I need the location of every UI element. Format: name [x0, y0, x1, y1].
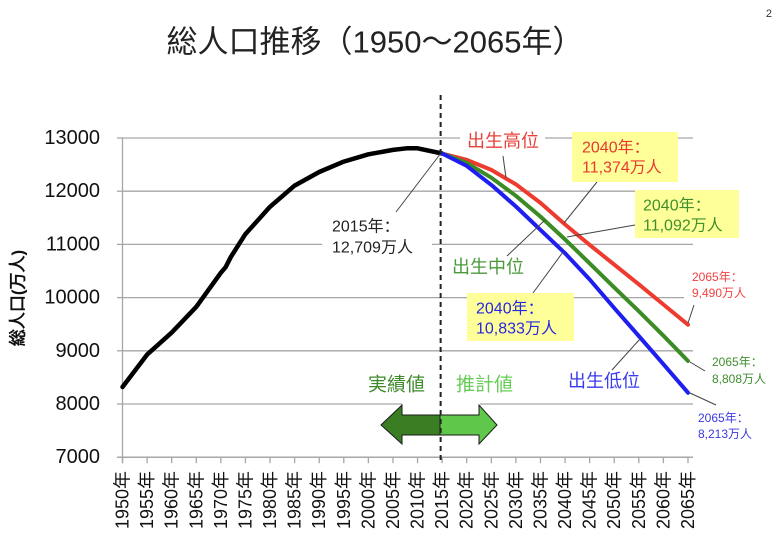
- high-variant-label: 出生高位: [467, 131, 539, 151]
- x-tick-label: 1995年: [334, 471, 354, 529]
- x-tick-label: 2015年: [432, 471, 452, 529]
- leader-low-2065: [689, 392, 717, 406]
- label-background: [684, 268, 750, 301]
- medium-variant-label: 出生中位: [452, 257, 524, 277]
- leader-medium-2065: [689, 361, 706, 372]
- y-tick-labels: 7000 8000 9000 10000 11000 12000 13000: [44, 127, 100, 468]
- leader-medium-2040: [566, 224, 636, 238]
- x-tick-label: 1975年: [235, 471, 255, 529]
- y-tick-label: 7000: [56, 446, 101, 468]
- series-line-low: [440, 151, 690, 395]
- callout-low-2040: 2040年： 10,833万人: [467, 293, 574, 341]
- leader-high-2065: [687, 304, 695, 324]
- end-label-line: 9,490万人: [692, 286, 746, 300]
- leader-medium-label: [506, 219, 546, 257]
- x-tick-labels: 1950年 1955年 1960年 1965年 1970年 1975年 1980年 1985年…: [113, 471, 699, 529]
- callout-line: 2040年：: [582, 139, 650, 157]
- x-tick-label: 1985年: [285, 471, 305, 529]
- x-tick-label: 2065年: [678, 471, 698, 529]
- y-tick-label: 12000: [44, 180, 100, 202]
- x-tick-label: 2000年: [358, 471, 378, 529]
- projection-arrow-right: [439, 403, 498, 446]
- leader-low-label: [611, 338, 641, 371]
- series-line-medium: [440, 151, 690, 363]
- x-tick-label: 2025年: [481, 471, 501, 529]
- projection-region-label: 推計値: [456, 374, 513, 396]
- axes: [117, 137, 693, 464]
- period-arrow: [380, 403, 498, 446]
- y-tick-label: 8000: [56, 393, 101, 415]
- actual-region-label: 実績値: [368, 374, 425, 396]
- page-number: 2: [766, 8, 772, 20]
- end-label-line: 8,213万人: [698, 427, 752, 441]
- actual-arrow-left: [380, 403, 441, 446]
- series-line-actual: [120, 145, 445, 390]
- x-tick-label: 2050年: [604, 471, 624, 529]
- end-label-line: 8,808万人: [712, 372, 766, 386]
- label-background: [460, 130, 545, 152]
- x-tick-label: 2020年: [457, 471, 477, 529]
- x-tick-label: 2035年: [530, 471, 550, 529]
- callout-line: 2040年：: [643, 197, 711, 215]
- callout-high-2040: 2040年： 11,374万人: [572, 132, 678, 182]
- leader-lines: [395, 152, 717, 406]
- leader-high-label: [502, 155, 507, 179]
- y-tick-label: 10000: [44, 287, 100, 309]
- x-tick-label: 1980年: [260, 471, 280, 529]
- chart-title: 総人口推移（1950～2065年）: [167, 25, 584, 60]
- y-tick-label: 11000: [46, 233, 100, 255]
- callout-medium-2040: 2040年： 11,092万人: [635, 190, 739, 238]
- annotation-line: 12,709万人: [332, 239, 413, 257]
- x-tick-label: 2040年: [555, 471, 575, 529]
- x-tick-label: 2030年: [506, 471, 526, 529]
- leader-high-2040: [563, 181, 598, 224]
- annotation-line: 2015年：: [332, 218, 400, 236]
- y-tick-label: 9000: [56, 340, 101, 362]
- x-tick-label: 1970年: [211, 471, 231, 529]
- end-label-low-2065: 2065年： 8,213万人: [698, 411, 752, 441]
- end-label-line: 2065年：: [692, 270, 743, 284]
- annotation-2015: 2015年： 12,709万人: [332, 218, 413, 257]
- callout-box: [635, 190, 739, 238]
- end-label-high-2065: 2065年： 9,490万人: [692, 270, 746, 300]
- label-background: [322, 214, 432, 258]
- x-tick-label: 1965年: [186, 471, 206, 529]
- x-tick-label: 2045年: [580, 471, 600, 529]
- x-tick-label: 2060年: [653, 471, 673, 529]
- x-tick-label: 2055年: [629, 471, 649, 529]
- y-axis-title: 総人口(万人): [8, 250, 28, 346]
- series-line-high: [440, 151, 690, 327]
- leader-low-2040: [532, 251, 564, 294]
- x-tick-label: 2005年: [383, 471, 403, 529]
- callout-line: 11,092万人: [643, 217, 723, 235]
- end-label-line: 2065年：: [712, 355, 763, 369]
- x-tick-label: 1955年: [137, 471, 157, 529]
- x-tick-label: 2010年: [408, 471, 428, 529]
- x-tick-label: 1990年: [309, 471, 329, 529]
- callout-line: 10,833万人: [476, 320, 557, 338]
- y-tick-label: 13000: [44, 127, 100, 149]
- end-label-medium-2065: 2065年： 8,808万人: [712, 355, 766, 386]
- low-variant-label: 出生低位: [568, 371, 640, 391]
- leader-2015: [395, 152, 442, 213]
- callout-box: [572, 132, 678, 182]
- series-lines: [120, 145, 690, 395]
- x-tick-label: 1960年: [162, 471, 182, 529]
- callout-line: 11,374万人: [582, 159, 662, 177]
- end-label-line: 2065年：: [698, 411, 749, 425]
- callout-line: 2040年：: [476, 300, 544, 318]
- callout-box: [467, 293, 574, 341]
- x-tick-label: 1950年: [113, 471, 133, 529]
